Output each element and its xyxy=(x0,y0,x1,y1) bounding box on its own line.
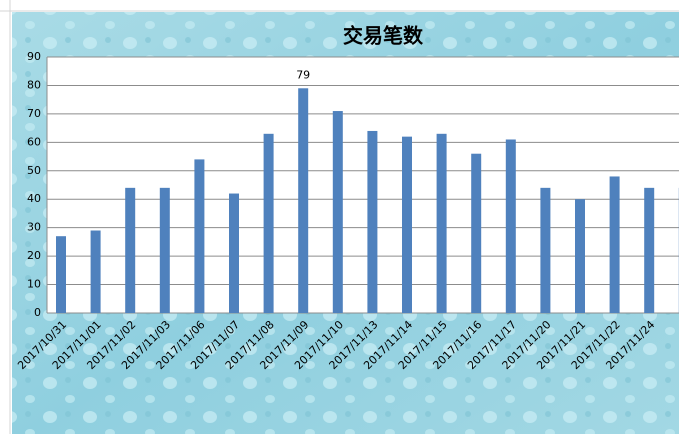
y-tick-label: 0 xyxy=(34,306,41,319)
bar xyxy=(332,111,343,314)
bar xyxy=(436,133,447,313)
y-tick-label: 40 xyxy=(27,192,41,205)
bar xyxy=(575,199,585,313)
bar xyxy=(194,159,205,313)
y-tick-label: 90 xyxy=(27,50,41,63)
bar xyxy=(56,236,66,313)
bar xyxy=(125,187,136,313)
bar xyxy=(367,130,378,313)
bar xyxy=(263,133,274,313)
y-tick-label: 60 xyxy=(27,135,41,148)
plot-area xyxy=(47,57,679,313)
y-tick-label: 50 xyxy=(27,164,41,177)
chart-title: 交易笔数 xyxy=(343,24,424,48)
value-label: 79 xyxy=(296,68,310,81)
bar xyxy=(644,187,655,313)
bar xyxy=(505,139,516,313)
y-tick-label: 10 xyxy=(27,278,41,291)
y-tick-label: 80 xyxy=(27,78,41,91)
bar xyxy=(471,153,482,313)
y-tick-label: 30 xyxy=(27,221,41,234)
y-tick-label: 20 xyxy=(27,249,41,262)
bar xyxy=(609,176,620,313)
bar xyxy=(159,187,170,313)
bar xyxy=(90,230,101,313)
bar xyxy=(540,187,551,313)
y-tick-label: 70 xyxy=(27,107,41,120)
bar xyxy=(402,136,412,313)
bar xyxy=(298,88,309,314)
bar xyxy=(229,193,239,313)
